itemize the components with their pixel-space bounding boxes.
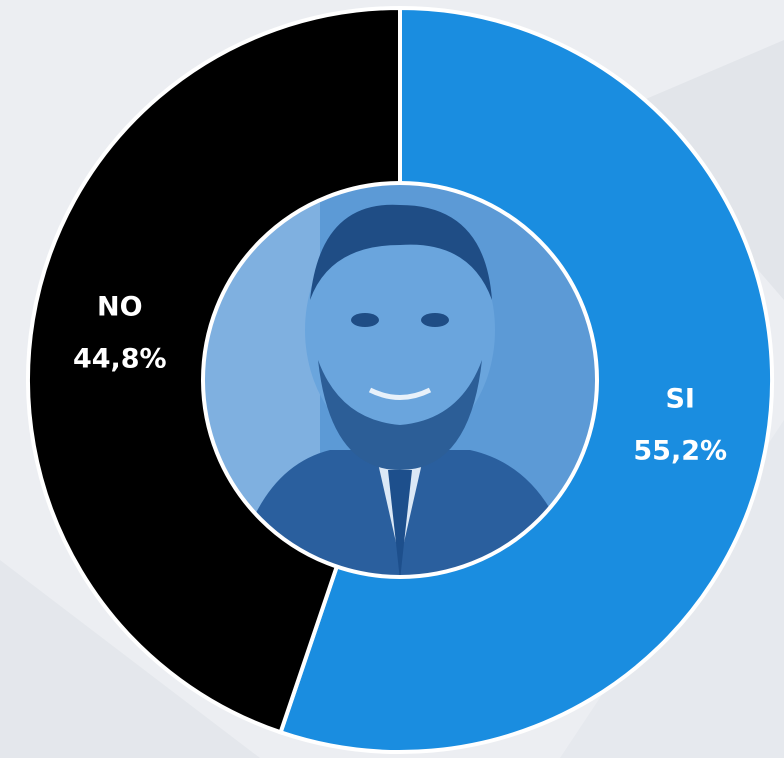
chart: SI 55,2% NO 44,8% [0,0,784,758]
page: SI55,2%NO44,8% (() => { const data = JSO… [0,0,784,758]
value-label: 44,8% [73,343,167,374]
category-label: SI [665,384,695,415]
category-label: NO [97,291,143,322]
value-label: 55,2% [633,436,727,467]
